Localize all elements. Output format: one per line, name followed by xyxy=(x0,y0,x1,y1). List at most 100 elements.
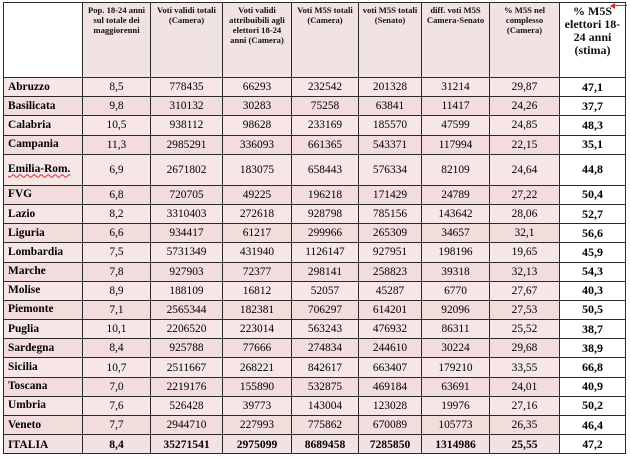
cell-voti-m5s-camera: 75258 xyxy=(291,96,359,117)
cell-pct-m5s-18-24: 46,4 xyxy=(559,414,626,436)
cell-voti-validi: 3310403 xyxy=(150,203,223,225)
cell-voti-m5s-senato: 927951 xyxy=(358,242,422,263)
cell-pct-m5s: 19,65 xyxy=(489,242,560,263)
cell-voti-m5s-camera: 8689458 xyxy=(291,434,359,455)
cell-voti-validi-18-24: 223014 xyxy=(222,319,292,340)
table-body: Abruzzo 8,5 778435 66293 232542 201328 31214 29… xyxy=(3,76,626,455)
cell-pct-m5s: 27,67 xyxy=(489,280,560,301)
cell-pct-m5s: 24,85 xyxy=(489,115,560,136)
cell-voti-m5s-senato: 244610 xyxy=(358,338,422,359)
cell-voti-validi-18-24: 2975099 xyxy=(222,434,292,455)
table-row: Veneto 7,7 2944710 227993 775862 670089 105773… xyxy=(3,414,626,436)
table-row: Sicilia 10,7 2511667 268221 842617 663407 1792… xyxy=(3,357,626,378)
cell-voti-m5s-camera: 299966 xyxy=(291,223,359,244)
cell-region: Lombardia xyxy=(3,242,83,263)
cell-voti-m5s-senato: 670089 xyxy=(358,414,422,436)
cell-voti-m5s-senato: 265309 xyxy=(358,223,422,244)
header-cell-voti-m5s-camera: Voti M5S totali (Camera) xyxy=(291,2,359,78)
cell-voti-validi-18-24: 49225 xyxy=(222,184,292,205)
cell-diff-voti: 19976 xyxy=(421,395,490,417)
table-row: Lombardia 7,5 5731349 431940 1126147 927951 19… xyxy=(3,242,626,263)
table-row: Molise 8,9 188109 16812 52057 45287 6770 27,67 4… xyxy=(3,280,626,301)
header-row: Pop. 18-24 anni sul totale dei maggioren… xyxy=(3,2,626,78)
cell-voti-m5s-senato: 258823 xyxy=(358,261,422,282)
cell-region: Piemonte xyxy=(3,299,83,321)
cell-pct-m5s-18-24: 35,1 xyxy=(559,134,626,155)
header-cell-diff-voti: diff. voti M5S Camera-Senato xyxy=(421,2,490,78)
cell-pct-m5s-18-24: 45,9 xyxy=(559,242,626,263)
cell-voti-validi: 925788 xyxy=(150,338,223,359)
cell-voti-validi-18-24: 30283 xyxy=(222,96,292,117)
header-cell-voti-m5s-senato: voti M5S totali (Senato) xyxy=(358,2,422,78)
cell-pop-18-24: 8,5 xyxy=(82,76,151,98)
table-row: Puglia 10,1 2206520 223014 563243 476932 86311… xyxy=(3,319,626,340)
cell-pct-m5s-18-24: 40,9 xyxy=(559,376,626,397)
cell-voti-validi-18-24: 66293 xyxy=(222,76,292,98)
cell-voti-validi-18-24: 155890 xyxy=(222,376,292,397)
cell-diff-voti: 39318 xyxy=(421,261,490,282)
region-name-spellcheck: Emilia-Rom. xyxy=(8,163,71,176)
cell-pct-m5s-18-24: 56,6 xyxy=(559,223,626,244)
cell-pct-m5s: 33,55 xyxy=(489,357,560,378)
cell-diff-voti: 1314986 xyxy=(421,434,490,455)
cell-pct-m5s: 32,1 xyxy=(489,223,560,244)
cell-pct-m5s-18-24: 50,2 xyxy=(559,395,626,417)
cell-pop-18-24: 7,6 xyxy=(82,395,151,417)
cell-voti-m5s-camera: 928798 xyxy=(291,203,359,225)
cell-voti-validi: 2671802 xyxy=(150,153,223,186)
cell-pct-m5s-18-24: 54,3 xyxy=(559,261,626,282)
table-row: Toscana 7,0 2219176 155890 532875 469184 63691… xyxy=(3,376,626,397)
cell-diff-voti: 34657 xyxy=(421,223,490,244)
cell-voti-validi-18-24: 72377 xyxy=(222,261,292,282)
cell-pop-18-24: 11,3 xyxy=(82,134,151,155)
header-cell-voti-validi-18-24: Voti validi attribuibili agli elettori 1… xyxy=(222,2,292,78)
cell-region: Abruzzo xyxy=(3,76,83,98)
cell-voti-validi: 2944710 xyxy=(150,414,223,436)
table-row: Sardegna 8,4 925788 77666 274834 244610 30224 2… xyxy=(3,338,626,359)
cell-pct-m5s: 24,26 xyxy=(489,96,560,117)
cell-voti-m5s-senato: 785156 xyxy=(358,203,422,225)
cell-voti-validi: 35271541 xyxy=(150,434,223,455)
cell-pop-18-24: 7,7 xyxy=(82,414,151,436)
cell-pop-18-24: 7,1 xyxy=(82,299,151,321)
cell-voti-validi-18-24: 61217 xyxy=(222,223,292,244)
cell-pct-m5s-18-24: 38,9 xyxy=(559,338,626,359)
cell-pct-m5s-18-24: 52,7 xyxy=(559,203,626,225)
cell-pop-18-24: 7,8 xyxy=(82,261,151,282)
cell-pop-18-24: 10,1 xyxy=(82,319,151,340)
cell-pct-m5s: 24,64 xyxy=(489,153,560,186)
cell-voti-validi-18-24: 268221 xyxy=(222,357,292,378)
cell-voti-m5s-camera: 661365 xyxy=(291,134,359,155)
header-cell-region xyxy=(3,2,83,78)
cell-voti-validi: 5731349 xyxy=(150,242,223,263)
table-row: Abruzzo 8,5 778435 66293 232542 201328 31214 29… xyxy=(3,76,626,98)
cell-voti-m5s-senato: 123028 xyxy=(358,395,422,417)
table-row: Campania 11,3 2985291 336093 661365 543371 117… xyxy=(3,134,626,155)
cell-voti-validi-18-24: 39773 xyxy=(222,395,292,417)
cell-region: Calabria xyxy=(3,115,83,136)
cell-voti-m5s-senato: 171429 xyxy=(358,184,422,205)
table-row: Emilia-Rom. 6,9 2671802 183075 658443 576334 8… xyxy=(3,153,626,186)
table-row: Umbria 7,6 526428 39773 143004 123028 19976 27,… xyxy=(3,395,626,417)
cell-voti-validi: 934417 xyxy=(150,223,223,244)
cell-pop-18-24: 7,0 xyxy=(82,376,151,397)
table-header: Pop. 18-24 anni sul totale dei maggioren… xyxy=(3,2,626,78)
data-table: Pop. 18-24 anni sul totale dei maggioren… xyxy=(3,2,626,455)
cell-pop-18-24: 9,8 xyxy=(82,96,151,117)
table-row: Lazio 8,2 3310403 272618 928798 785156 143642 2… xyxy=(3,203,626,225)
cell-voti-validi: 938112 xyxy=(150,115,223,136)
cell-pop-18-24: 10,7 xyxy=(82,357,151,378)
table-row: Marche 7,8 927903 72377 298141 258823 39318 32,… xyxy=(3,261,626,282)
cell-voti-validi: 2565344 xyxy=(150,299,223,321)
cell-voti-validi-18-24: 98628 xyxy=(222,115,292,136)
cell-voti-m5s-senato: 45287 xyxy=(358,280,422,301)
cell-pct-m5s: 27,53 xyxy=(489,299,560,321)
cell-pct-m5s: 29,68 xyxy=(489,338,560,359)
header-cell-pct-m5s-18-24: % M5S elettori 18-24 anni (stima) xyxy=(559,2,626,78)
cell-region: Marche xyxy=(3,261,83,282)
cell-pct-m5s-18-24: 38,7 xyxy=(559,319,626,340)
cell-region: Lazio xyxy=(3,203,83,225)
cell-pct-m5s: 26,35 xyxy=(489,414,560,436)
cell-voti-validi: 188109 xyxy=(150,280,223,301)
comment-arrow-icon xyxy=(610,3,615,9)
